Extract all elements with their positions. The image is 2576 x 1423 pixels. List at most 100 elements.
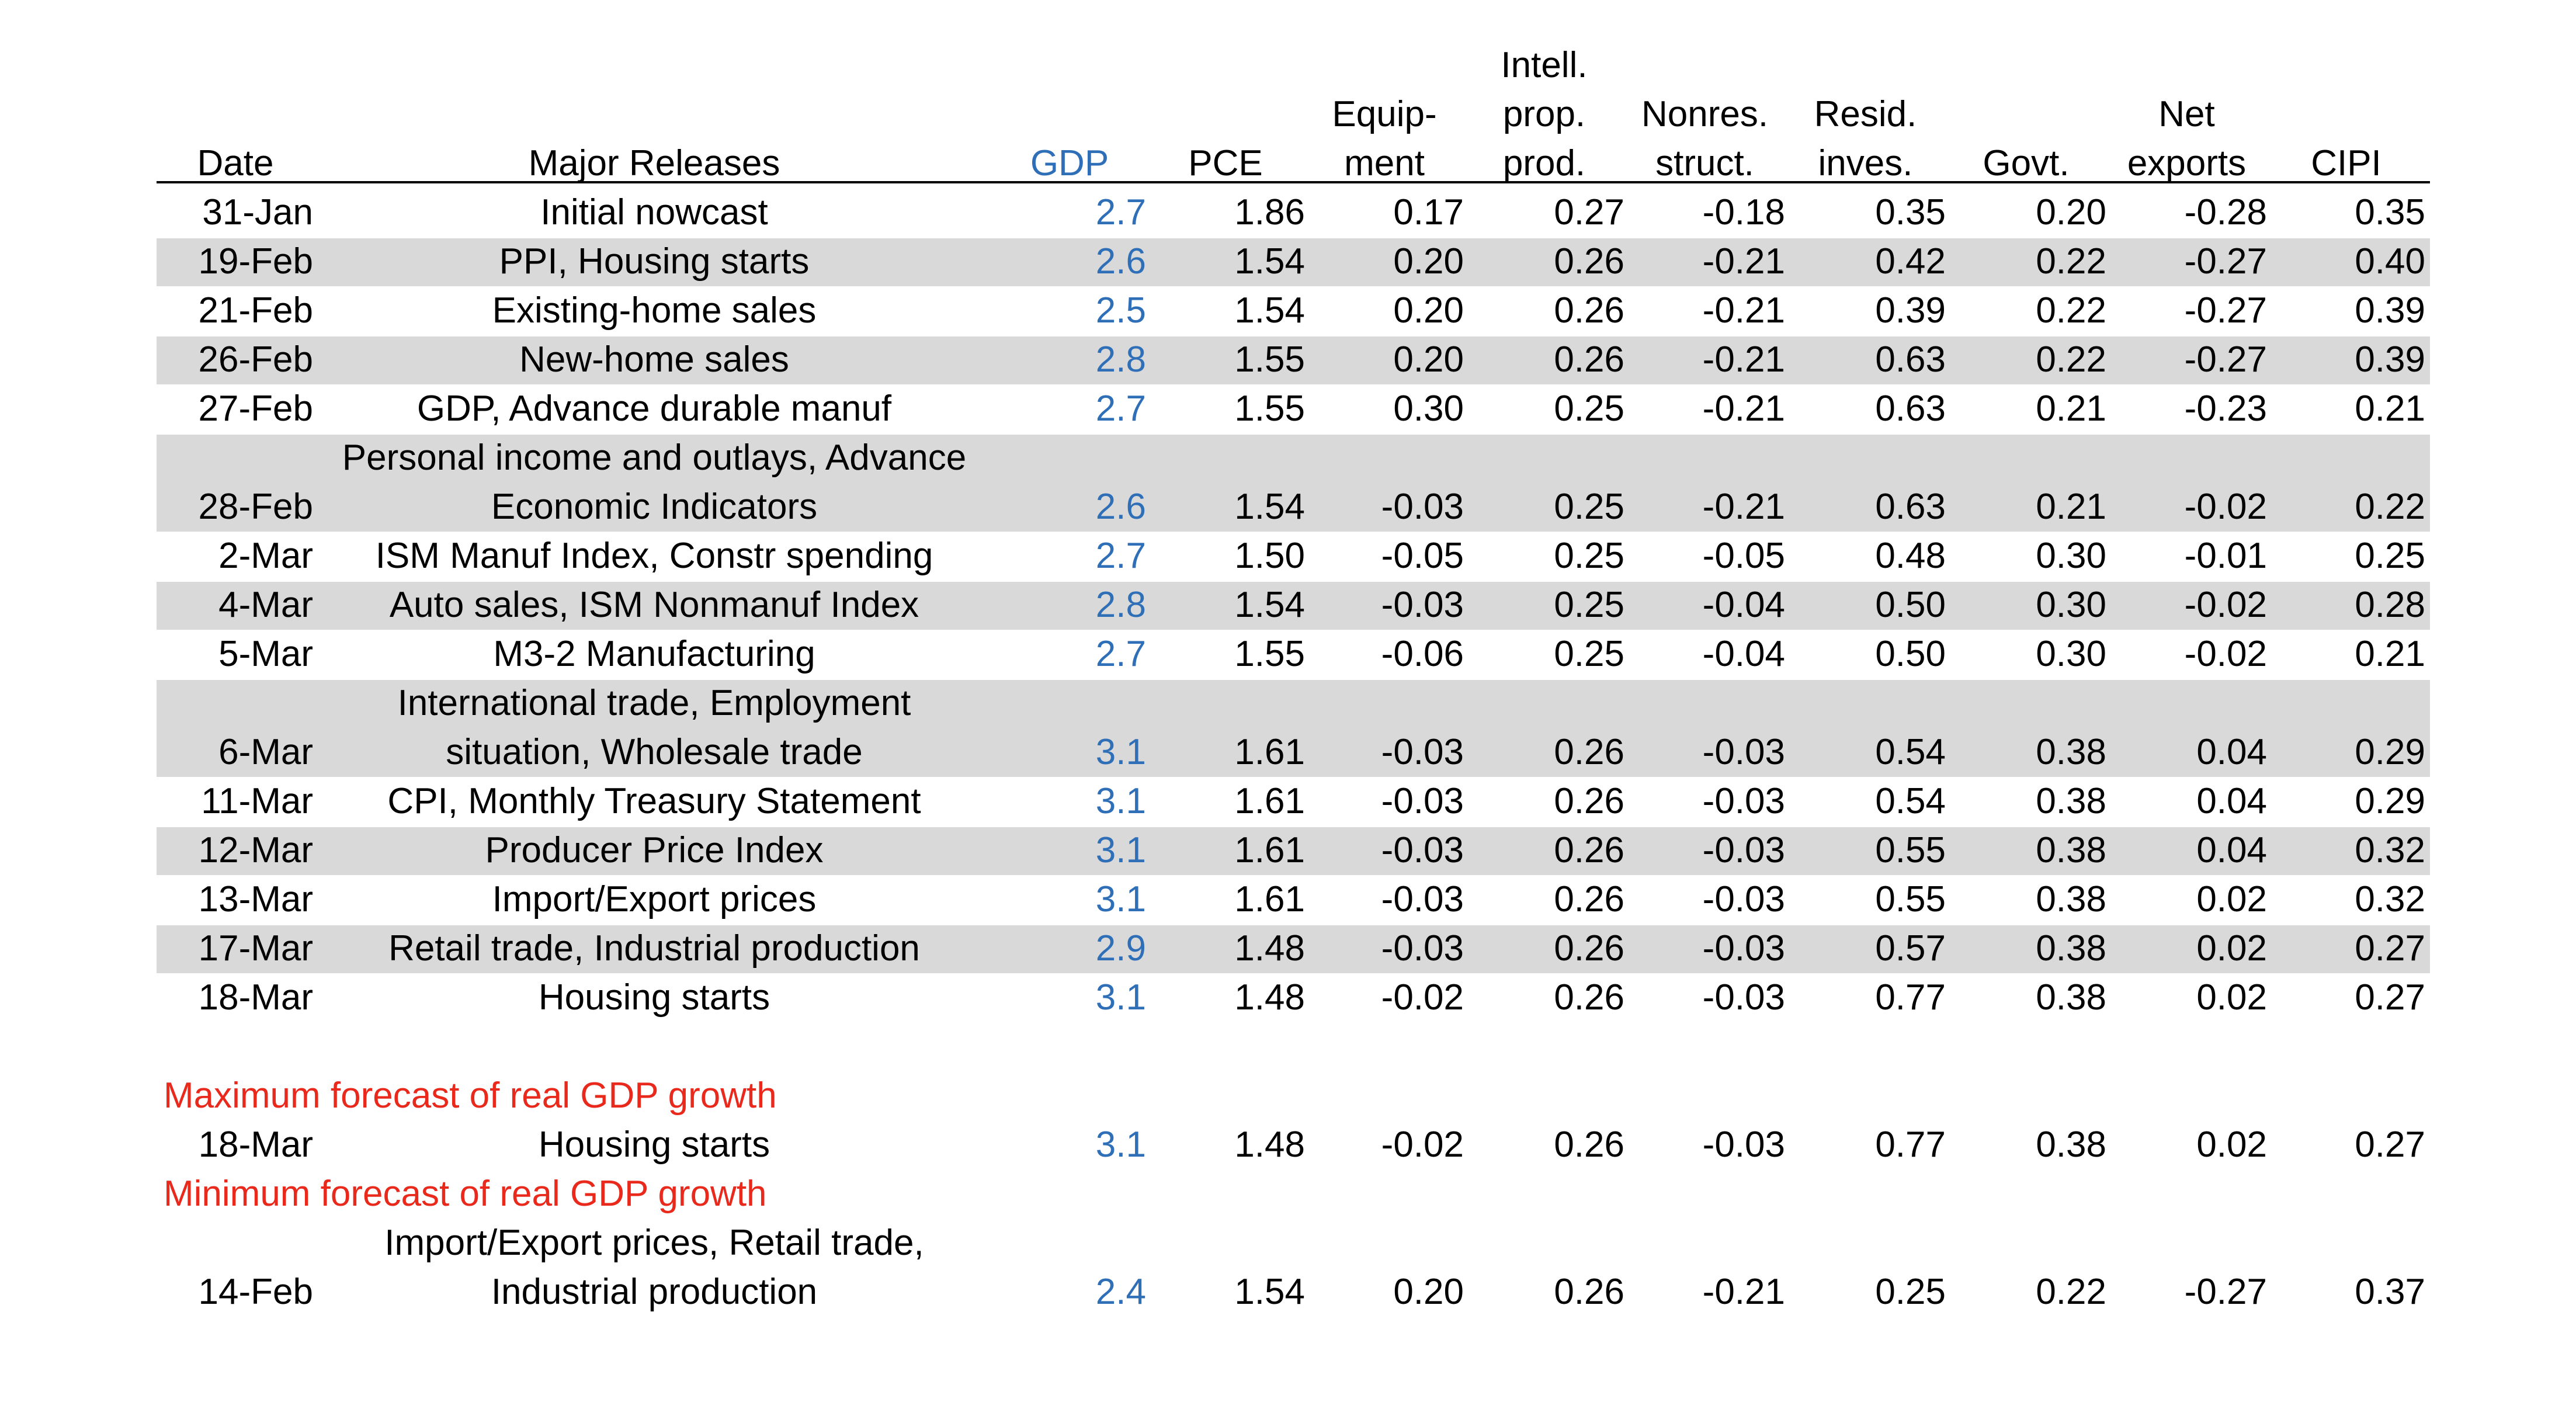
- cell-intellectual: 0.26: [1554, 1124, 1624, 1165]
- cell-pce: 1.48: [1234, 928, 1305, 969]
- cell-pce: 1.55: [1234, 339, 1305, 380]
- cell-net-exports: -0.02: [2184, 634, 2267, 674]
- cell-resid: 0.77: [1875, 977, 1946, 1018]
- cell-release: Auto sales, ISM Nonmanuf Index: [389, 585, 919, 625]
- row-shading: [157, 827, 2430, 875]
- cell-equipment: -0.05: [1381, 536, 1464, 576]
- cell-nonres: -0.04: [1702, 585, 1785, 625]
- cell-gdp: 2.4: [1095, 1272, 1146, 1312]
- cell-govt: 0.20: [2036, 192, 2106, 232]
- cell-resid: 0.48: [1875, 536, 1946, 576]
- cell-net-exports: -0.23: [2184, 388, 2267, 429]
- cell-net-exports: -0.02: [2184, 487, 2267, 527]
- cell-govt: 0.38: [2036, 977, 2106, 1018]
- cell-nonres: -0.05: [1702, 536, 1785, 576]
- cell-gdp: 3.1: [1095, 781, 1146, 821]
- cell-govt: 0.38: [2036, 781, 2106, 821]
- cell-release: Housing starts: [538, 1124, 770, 1165]
- cell-date: 12-Mar: [198, 830, 313, 870]
- row-shading: [157, 582, 2430, 630]
- row-shading: [157, 925, 2430, 973]
- cell-govt: 0.38: [2036, 1124, 2106, 1165]
- cell-intellectual: 0.26: [1554, 241, 1624, 282]
- cell-resid: 0.77: [1875, 1124, 1946, 1165]
- cell-resid: 0.25: [1875, 1272, 1946, 1312]
- cell-net-exports: 0.02: [2196, 977, 2267, 1018]
- header-nonres-line1: Nonres.: [1641, 94, 1769, 134]
- cell-cipi: 0.25: [2355, 536, 2425, 576]
- cell-pce: 1.54: [1234, 1272, 1305, 1312]
- cell-resid: 0.63: [1875, 487, 1946, 527]
- cell-nonres: -0.03: [1702, 928, 1785, 969]
- cell-net-exports: 0.02: [2196, 928, 2267, 969]
- cell-equipment: 0.20: [1393, 339, 1464, 380]
- cell-resid: 0.50: [1875, 585, 1946, 625]
- cell-net-exports: -0.28: [2184, 192, 2267, 232]
- cell-nonres: -0.03: [1702, 781, 1785, 821]
- cell-equipment: -0.03: [1381, 879, 1464, 919]
- cell-pce: 1.50: [1234, 536, 1305, 576]
- row-shading: [157, 238, 2430, 286]
- cell-intellectual: 0.25: [1554, 388, 1624, 429]
- cell-equipment: 0.20: [1393, 1272, 1464, 1312]
- cell-intellectual: 0.25: [1554, 634, 1624, 674]
- cell-equipment: 0.20: [1393, 241, 1464, 282]
- cell-intellectual: 0.26: [1554, 1272, 1624, 1312]
- cell-resid: 0.42: [1875, 241, 1946, 282]
- cell-equipment: -0.03: [1381, 585, 1464, 625]
- cell-gdp: 2.7: [1095, 634, 1146, 674]
- row-shading: [157, 680, 2430, 777]
- cell-intellectual: 0.25: [1554, 487, 1624, 527]
- header-resid-line1: Resid.: [1814, 94, 1917, 134]
- cell-net-exports: -0.27: [2184, 241, 2267, 282]
- cell-nonres: -0.03: [1702, 977, 1785, 1018]
- cell-cipi: 0.37: [2355, 1272, 2425, 1312]
- cell-gdp: 2.7: [1095, 192, 1146, 232]
- cell-date: 14-Feb: [198, 1272, 313, 1312]
- cell-cipi: 0.22: [2355, 487, 2425, 527]
- cell-date: 2-Mar: [218, 536, 313, 576]
- cell-nonres: -0.03: [1702, 1124, 1785, 1165]
- cell-govt: 0.22: [2036, 290, 2106, 331]
- cell-govt: 0.38: [2036, 879, 2106, 919]
- cell-cipi: 0.29: [2355, 781, 2425, 821]
- cell-date: 19-Feb: [198, 241, 313, 282]
- cell-release: Import/Export prices, Retail trade,: [384, 1223, 924, 1263]
- cell-intellectual: 0.26: [1554, 732, 1624, 772]
- cell-cipi: 0.39: [2355, 290, 2425, 331]
- cell-equipment: -0.02: [1381, 1124, 1464, 1165]
- cell-govt: 0.22: [2036, 339, 2106, 380]
- cell-equipment: 0.30: [1393, 388, 1464, 429]
- cell-equipment: -0.03: [1381, 732, 1464, 772]
- header-gdp: GDP: [1030, 143, 1109, 183]
- header-net-exports-line1: Net: [2158, 94, 2215, 134]
- cell-intellectual: 0.27: [1554, 192, 1624, 232]
- cell-equipment: -0.03: [1381, 830, 1464, 870]
- cell-cipi: 0.27: [2355, 977, 2425, 1018]
- cell-pce: 1.61: [1234, 732, 1305, 772]
- cell-govt: 0.30: [2036, 585, 2106, 625]
- cell-pce: 1.48: [1234, 1124, 1305, 1165]
- cell-release: PPI, Housing starts: [499, 241, 810, 282]
- cell-net-exports: -0.27: [2184, 339, 2267, 380]
- header-date: Date: [197, 143, 274, 183]
- cell-equipment: -0.02: [1381, 977, 1464, 1018]
- cell-net-exports: 0.04: [2196, 732, 2267, 772]
- cell-equipment: 0.20: [1393, 290, 1464, 331]
- cell-gdp: 2.8: [1095, 585, 1146, 625]
- cell-release: Initial nowcast: [540, 192, 768, 232]
- cell-gdp: 3.1: [1095, 1124, 1146, 1165]
- header-intellectual-line3: prod.: [1502, 143, 1586, 183]
- header-govt: Govt.: [1983, 143, 2070, 183]
- header-equipment-line2: ment: [1344, 143, 1425, 183]
- cell-cipi: 0.21: [2355, 388, 2425, 429]
- cell-cipi: 0.40: [2355, 241, 2425, 282]
- cell-net-exports: -0.27: [2184, 1272, 2267, 1312]
- cell-date: 28-Feb: [198, 487, 313, 527]
- cell-pce: 1.48: [1234, 977, 1305, 1018]
- maximum-forecast-label: Maximum forecast of real GDP growth: [164, 1075, 777, 1116]
- cell-nonres: -0.03: [1702, 830, 1785, 870]
- cell-pce: 1.86: [1234, 192, 1305, 232]
- cell-gdp: 2.7: [1095, 388, 1146, 429]
- header-pce: PCE: [1188, 143, 1263, 183]
